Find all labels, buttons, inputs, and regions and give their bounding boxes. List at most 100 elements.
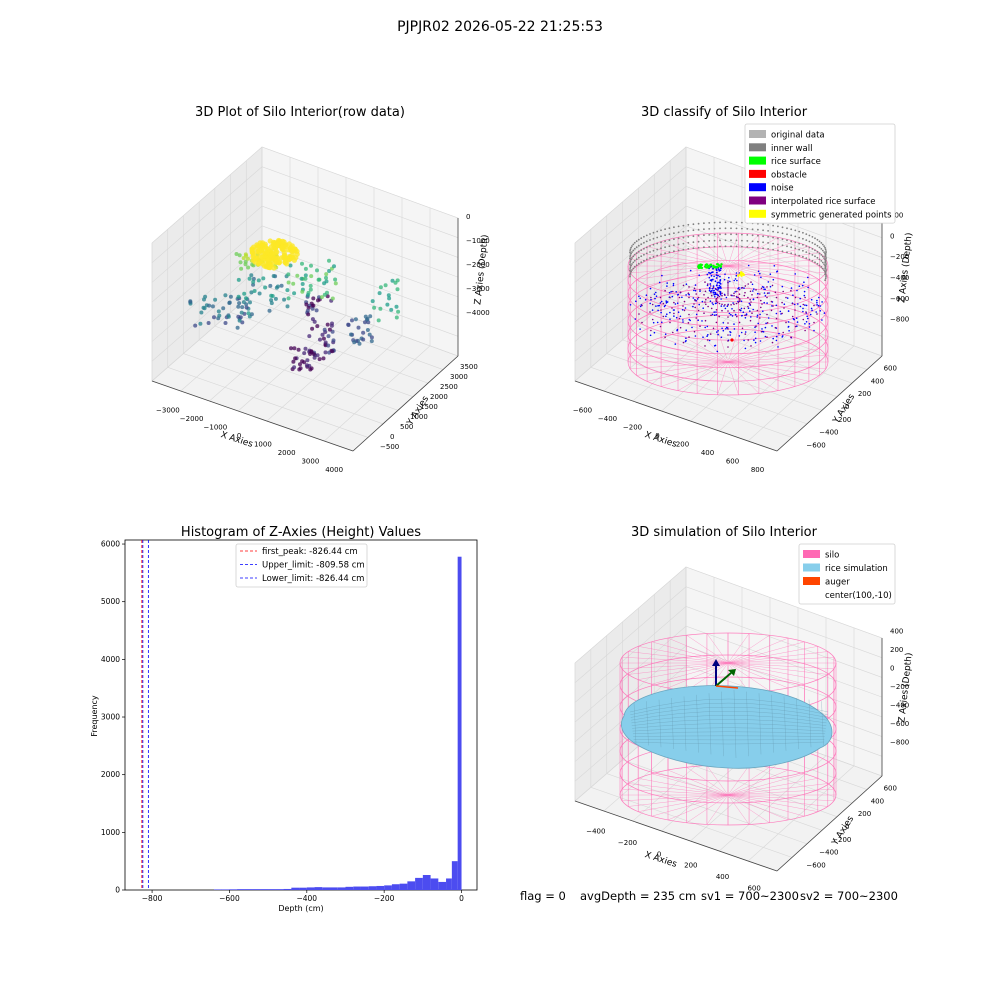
data-point xyxy=(287,256,293,262)
interpolated-point xyxy=(704,281,706,283)
noise-point xyxy=(660,300,663,303)
interpolated-point xyxy=(718,302,721,305)
data-point xyxy=(267,255,274,261)
data-point xyxy=(244,305,249,310)
noise-point xyxy=(821,319,823,321)
interpolated-point xyxy=(794,296,797,299)
inner-wall-point xyxy=(825,269,827,272)
interpolated-point xyxy=(649,311,651,313)
noise-point xyxy=(808,323,811,325)
interpolated-point xyxy=(794,309,796,311)
noise-point xyxy=(768,292,770,294)
inner-wall-point xyxy=(751,228,754,231)
silo-top-spoke xyxy=(636,252,729,267)
inner-wall-point xyxy=(692,235,695,238)
rice-surface-point xyxy=(707,266,711,269)
tick-label: −600 xyxy=(806,862,825,870)
tick-label: −400 xyxy=(598,415,617,423)
noise-point xyxy=(757,322,759,325)
interpolated-point xyxy=(679,326,682,329)
inner-wall-point xyxy=(630,270,632,273)
silo-bottom-spoke xyxy=(727,361,760,394)
data-point xyxy=(303,276,308,281)
inner-wall-point xyxy=(656,248,659,251)
data-point xyxy=(376,318,381,323)
silo-top-spoke xyxy=(727,651,828,664)
silo-top-spoke xyxy=(727,265,820,280)
noise-point xyxy=(724,273,726,276)
noise-point xyxy=(716,282,719,284)
noise-point xyxy=(731,308,733,310)
inner-wall-point xyxy=(635,252,638,255)
noise-point xyxy=(697,319,699,322)
data-point xyxy=(299,276,304,281)
inner-wall-point xyxy=(814,261,816,264)
noise-point xyxy=(669,311,671,314)
silo-top-spoke xyxy=(696,234,729,267)
raw-data-3d-axes-box xyxy=(151,146,459,452)
noise-point xyxy=(742,311,745,314)
inner-wall-point xyxy=(808,240,811,243)
data-point xyxy=(332,264,336,269)
rice-mesh-line xyxy=(783,696,787,751)
rice-mesh-line xyxy=(721,691,724,757)
histogram-title: Histogram of Z-Axies (Height) Values xyxy=(181,525,421,540)
inner-wall-point xyxy=(687,235,690,238)
noise-point xyxy=(792,294,794,297)
noise-point xyxy=(743,339,745,342)
data-point xyxy=(246,256,250,261)
tick-label: 200 xyxy=(684,862,697,870)
inner-wall-point xyxy=(713,227,716,230)
data-point xyxy=(300,282,305,286)
noise-point xyxy=(664,333,667,336)
silo-top-spoke xyxy=(727,241,795,267)
inner-wall-point xyxy=(730,233,732,236)
classify-tick-labels: −600−400−2000200400600800−600−400−200020… xyxy=(573,211,909,473)
interpolated-point xyxy=(727,292,729,294)
silo-top-spoke xyxy=(628,662,729,675)
inner-wall-point xyxy=(629,274,631,276)
figure-suptitle: PJPJR02 2026-05-22 21:25:53 xyxy=(397,19,603,35)
inner-wall-point xyxy=(668,239,671,242)
inner-wall-point xyxy=(781,250,784,253)
inner-wall-point xyxy=(730,227,732,230)
noise-point xyxy=(747,307,750,310)
inner-wall-point xyxy=(790,228,793,231)
silo-top-spoke xyxy=(630,265,729,274)
inner-wall-point xyxy=(818,258,821,261)
noise-point xyxy=(684,340,687,343)
data-point xyxy=(262,263,268,269)
noise-point xyxy=(655,305,657,307)
data-point xyxy=(292,365,297,370)
data-point xyxy=(251,282,256,287)
interpolated-point xyxy=(802,318,805,321)
inner-wall-point xyxy=(687,223,690,226)
rice-simulation-surface xyxy=(620,685,833,769)
inner-wall-point xyxy=(821,249,824,252)
histogram-bar xyxy=(260,889,269,890)
inner-wall-point xyxy=(802,237,804,240)
rice-mesh-line xyxy=(771,694,774,753)
inner-wall-point xyxy=(643,259,645,262)
noise-point xyxy=(740,300,743,303)
histogram-bar xyxy=(438,881,447,890)
noise-point xyxy=(759,272,761,275)
data-point xyxy=(305,293,310,298)
data-point xyxy=(308,287,313,292)
inner-wall-point xyxy=(794,235,797,238)
data-point xyxy=(315,268,319,273)
noise-point xyxy=(713,311,715,313)
silo-top-spoke xyxy=(661,241,729,267)
silo-bottom-spoke xyxy=(727,794,789,821)
inner-wall-point xyxy=(629,266,632,269)
inner-wall-point xyxy=(790,240,793,243)
inner-wall-point xyxy=(629,275,631,278)
grid-line xyxy=(151,146,459,244)
interpolated-point xyxy=(735,295,738,298)
inner-wall-point xyxy=(816,244,819,247)
data-point xyxy=(246,265,251,270)
interpolated-point xyxy=(712,327,715,330)
inner-wall-point xyxy=(777,243,779,246)
rice-mesh-line xyxy=(633,739,825,741)
noise-point xyxy=(734,291,736,293)
